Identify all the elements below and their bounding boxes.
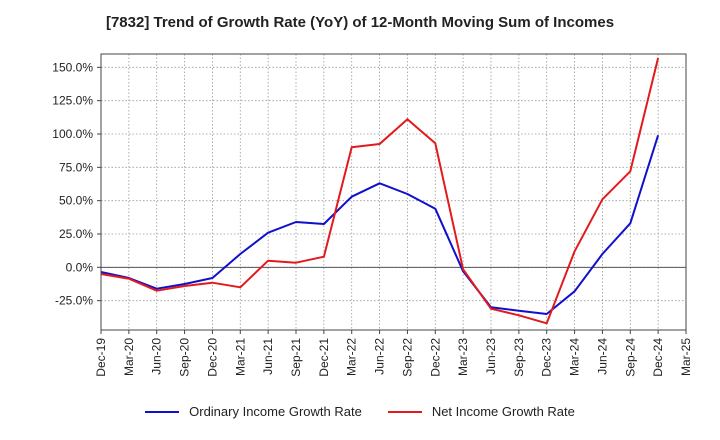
x-tick-label: Dec-20 xyxy=(205,338,219,377)
plot-area-border xyxy=(100,53,687,331)
legend-swatch-net-income xyxy=(387,410,422,413)
x-tick-label: Mar-20 xyxy=(122,338,136,376)
x-tick-label: Sep-22 xyxy=(400,338,414,377)
y-tick-label: -25.0% xyxy=(55,294,93,308)
ordinary-income-line xyxy=(100,134,660,315)
legend-item-net-income: Net Income Growth Rate xyxy=(387,404,575,419)
y-tick-label: 150.0% xyxy=(52,60,93,74)
chart-title: [7832] Trend of Growth Rate (YoY) of 12-… xyxy=(105,14,615,31)
x-tick-label: Mar-23 xyxy=(456,338,470,376)
x-tick-label: Dec-19 xyxy=(94,338,108,377)
x-tick-label: Dec-21 xyxy=(317,338,331,377)
y-tick-label: 0.0% xyxy=(66,260,94,274)
y-tick-label: 75.0% xyxy=(59,160,93,174)
x-tick-label: Dec-24 xyxy=(651,338,665,377)
x-tick-label: Sep-21 xyxy=(289,338,303,377)
x-tick-label: Jun-20 xyxy=(150,338,164,375)
legend-swatch-ordinary-income xyxy=(145,410,180,413)
x-tick-label: Mar-24 xyxy=(568,338,582,376)
x-tick-label: Dec-22 xyxy=(428,338,442,377)
x-tick-label: Mar-21 xyxy=(233,338,247,376)
x-tick-label: Sep-24 xyxy=(623,338,637,377)
legend: Ordinary Income Growth Rate Net Income G… xyxy=(0,404,720,419)
legend-label-ordinary-income: Ordinary Income Growth Rate xyxy=(189,404,362,419)
series-lines xyxy=(100,57,660,325)
net-income-line xyxy=(100,57,660,325)
x-tick-label: Mar-22 xyxy=(345,338,359,376)
x-tick-label: Mar-25 xyxy=(679,338,693,376)
legend-label-net-income: Net Income Growth Rate xyxy=(431,404,575,419)
x-tick-label: Jun-23 xyxy=(484,338,498,375)
x-tick-label: Jun-24 xyxy=(595,338,609,375)
grid xyxy=(100,54,687,330)
x-tick-label: Sep-23 xyxy=(512,338,526,377)
x-tick-label: Jun-21 xyxy=(261,338,275,375)
legend-item-ordinary-income: Ordinary Income Growth Rate xyxy=(145,404,362,419)
y-tick-label: 125.0% xyxy=(52,94,93,108)
y-tick-label: 25.0% xyxy=(59,227,93,241)
y-tick-label: 50.0% xyxy=(59,194,93,208)
y-axis-ticks: -25.0% 0.0% 25.0% 50.0% 75.0% 100.0% 125.0% 150… xyxy=(52,60,101,308)
x-tick-label: Dec-23 xyxy=(540,338,554,377)
x-axis-ticks: Dec-19 Mar-20 Jun-20 Sep-20 Dec-20 Mar-21 Jun-… xyxy=(94,330,693,377)
x-tick-label: Sep-20 xyxy=(178,338,192,377)
x-tick-label: Jun-22 xyxy=(373,338,387,375)
y-tick-label: 100.0% xyxy=(52,127,93,141)
